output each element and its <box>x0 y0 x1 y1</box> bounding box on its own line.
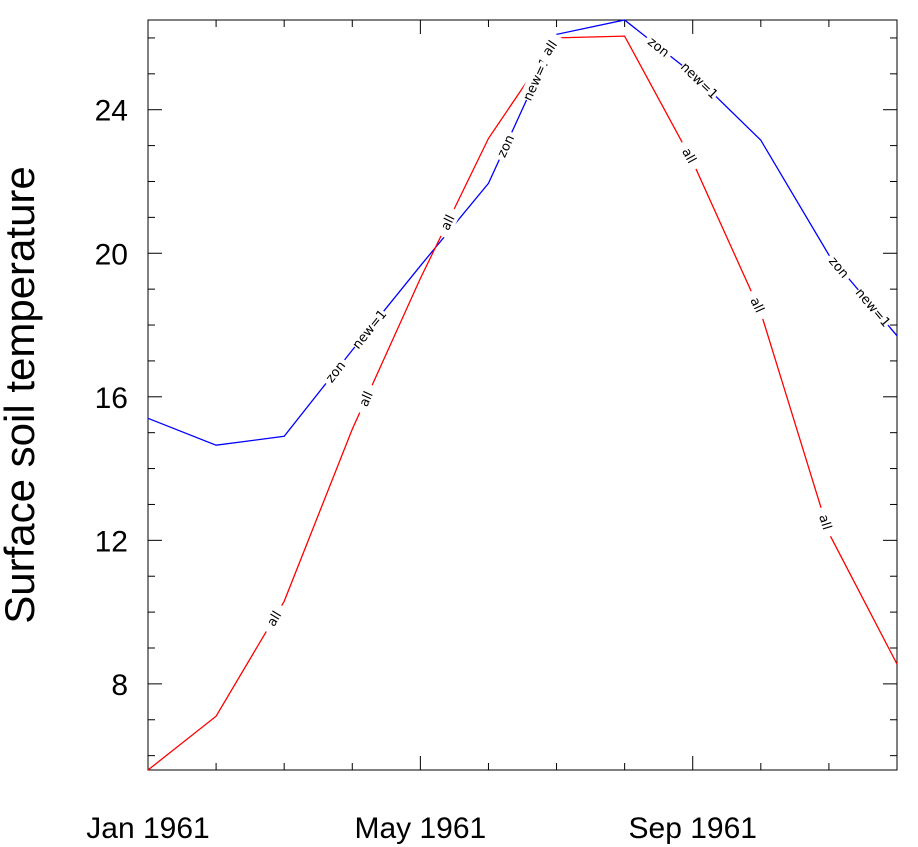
line-labels: zonnew=1zonnew=1zonnew=1zonnew=1allallal… <box>259 31 895 636</box>
line-label-gap <box>743 287 771 322</box>
x-tick-label: May 1961 <box>354 812 486 845</box>
line-label-gap <box>675 138 704 173</box>
line-label: zon <box>641 31 676 63</box>
line-label-gap <box>352 381 380 416</box>
y-tick-label: 12 <box>95 525 128 558</box>
x-tick-label: Jan 1961 <box>86 812 209 845</box>
y-tick-label: 8 <box>111 669 128 702</box>
line-label: all <box>352 381 380 416</box>
line-label-text: all <box>678 146 698 167</box>
line-label-text: all <box>357 389 377 409</box>
line-label-gap <box>519 54 553 104</box>
line-label-text: new=1 <box>677 60 720 103</box>
line-label-text: all <box>540 38 561 59</box>
line-label: zon <box>823 250 855 284</box>
line-label-gap <box>259 601 289 636</box>
series-line-0 <box>147 19 898 446</box>
line-label-gap <box>852 284 895 331</box>
line-label: new=1 <box>677 58 722 103</box>
line-label-gap <box>813 505 838 539</box>
y-tick-label: 20 <box>95 238 128 271</box>
line-label: all <box>534 31 565 65</box>
line-label: all <box>813 505 838 539</box>
line-label-text: all <box>815 513 834 532</box>
series-line-1 <box>147 35 898 771</box>
x-tick-label: Sep 1961 <box>629 812 757 845</box>
plot-frame <box>147 19 898 771</box>
line-label: all <box>675 138 704 173</box>
line-label-text: all <box>438 213 458 233</box>
line-label-gap <box>433 205 462 240</box>
line-label-gap <box>534 31 565 65</box>
line-label: new=1 <box>852 284 895 331</box>
line-label-gap <box>823 250 855 284</box>
line-label-gap <box>319 354 351 389</box>
line-label-gap <box>677 58 722 103</box>
y-tick-label: 24 <box>95 95 128 128</box>
line-label-gap <box>348 306 390 353</box>
line-label: zon <box>491 129 520 163</box>
line-label: all <box>743 287 771 322</box>
line-label: all <box>433 205 462 240</box>
tick-labels: Jan 1961 May 1961 Sep 1961 8 12 16 20 24 <box>86 95 757 845</box>
line-label: all <box>259 601 289 636</box>
series-lines <box>147 19 898 771</box>
line-label-gap <box>491 129 520 163</box>
line-label-text: all <box>265 609 286 630</box>
line-label-text: new=1 <box>852 286 893 331</box>
line-label: zon <box>319 354 351 389</box>
y-axis-title: Surface soil temperature <box>0 166 43 624</box>
line-label-text: new=1 <box>350 307 391 352</box>
line-label-text: all <box>747 295 767 315</box>
y-tick-label: 16 <box>95 382 128 415</box>
axis-ticks <box>147 20 898 770</box>
line-label: new=1 <box>348 306 391 353</box>
line-label-gap <box>641 31 676 63</box>
